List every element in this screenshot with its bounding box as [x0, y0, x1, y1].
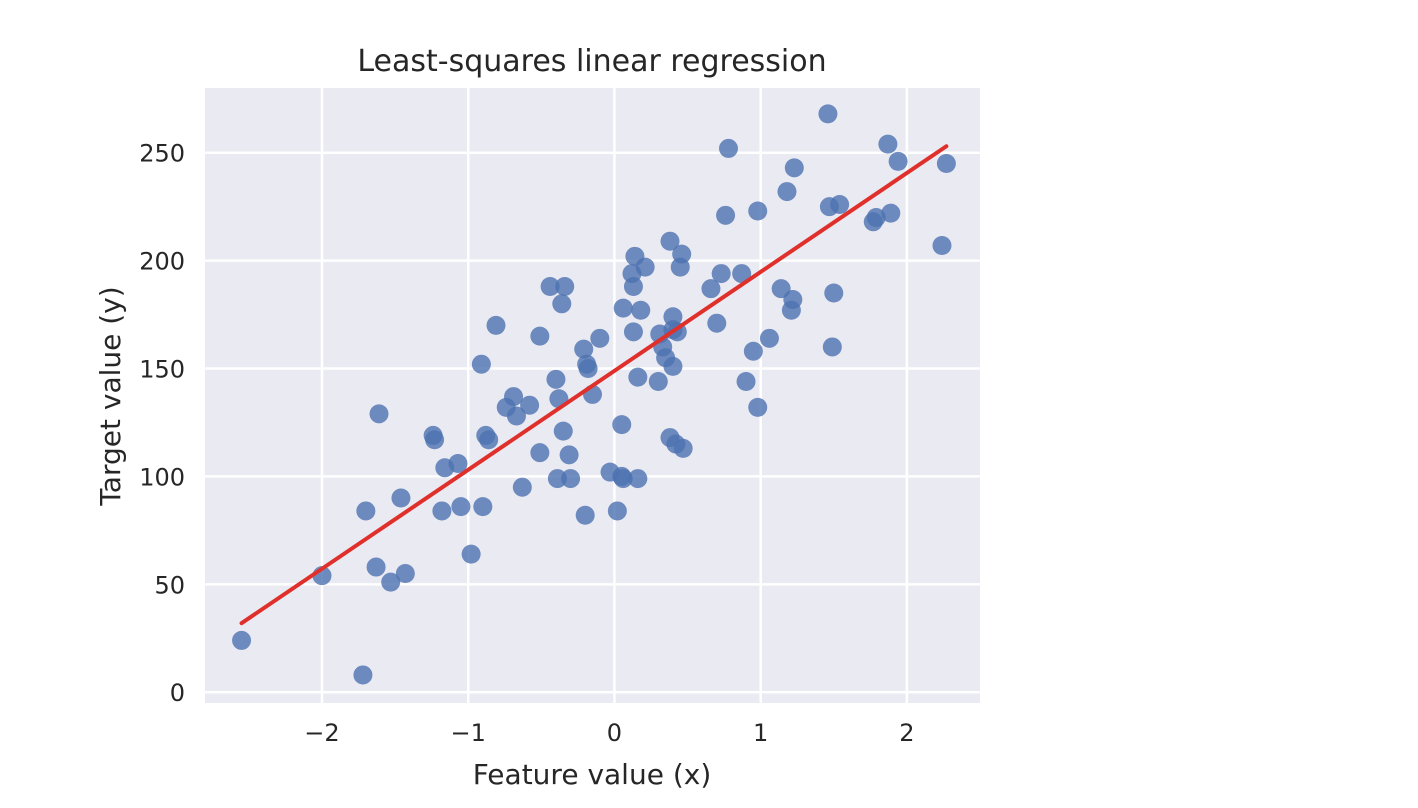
scatter-point	[555, 277, 575, 297]
scatter-point	[547, 469, 567, 489]
scatter-point	[628, 367, 648, 387]
scatter-point	[432, 501, 452, 521]
chart-title: Least-squares linear regression	[357, 44, 826, 79]
scatter-point	[461, 544, 481, 564]
scatter-point	[369, 404, 389, 424]
scatter-point	[628, 469, 648, 489]
x-tick-label: 2	[899, 719, 914, 747]
scatter-point	[932, 236, 952, 256]
y-tick-label: 150	[139, 356, 185, 384]
grid-lines	[205, 88, 980, 703]
scatter-point	[830, 195, 850, 215]
scatter-point	[623, 322, 643, 342]
scatter-point	[471, 354, 491, 374]
scatter-point	[546, 369, 566, 389]
scatter-point	[783, 289, 803, 309]
scatter-point	[748, 397, 768, 417]
scatter-point	[748, 201, 768, 221]
scatter-point	[711, 264, 731, 284]
y-axis-label: Target value (y)	[94, 286, 127, 506]
scatter-point	[707, 313, 727, 333]
scatter-point	[391, 488, 411, 508]
scatter-point	[506, 406, 526, 426]
scatter-point	[673, 438, 693, 458]
x-tick-label: −1	[451, 719, 486, 747]
scatter-point	[631, 300, 651, 320]
scatter-point	[866, 207, 886, 227]
scatter-point	[672, 244, 692, 264]
scatter-point	[479, 430, 499, 450]
scatter-point	[486, 315, 506, 335]
scatter-point	[512, 477, 532, 497]
scatter-point	[607, 501, 627, 521]
scatter-point	[561, 469, 581, 489]
y-tick-label: 50	[154, 571, 185, 599]
scatter-point	[732, 264, 752, 284]
scatter-point	[448, 453, 468, 473]
scatter-point	[366, 557, 386, 577]
scatter-point	[395, 564, 415, 584]
regression-line-group	[239, 144, 949, 626]
scatter-point	[578, 359, 598, 379]
scatter-point	[818, 104, 838, 124]
scatter-points	[232, 104, 956, 685]
scatter-point	[623, 277, 643, 297]
scatter-point	[824, 283, 844, 303]
scatter-point	[530, 443, 550, 463]
y-tick-labels: 0 50 100 150 200 250	[139, 140, 185, 707]
scatter-point	[648, 371, 668, 391]
x-tick-label: 1	[753, 719, 768, 747]
scatter-point	[701, 279, 721, 299]
y-tick-label: 250	[139, 140, 185, 168]
scatter-point	[613, 469, 633, 489]
scatter-point	[613, 298, 633, 318]
scatter-point	[520, 395, 540, 415]
scatter-point	[540, 277, 560, 297]
scatter-point	[473, 497, 493, 517]
scatter-point	[881, 203, 901, 223]
y-tick-label: 100	[139, 463, 185, 491]
scatter-point	[716, 205, 736, 225]
scatter-point	[718, 138, 738, 158]
y-tick-label: 0	[170, 679, 185, 707]
scatter-point	[552, 294, 572, 314]
scatter-point	[612, 415, 632, 435]
scatter-point	[743, 341, 763, 361]
scatter-point	[353, 665, 373, 685]
scatter-point	[635, 257, 655, 277]
scatter-point	[381, 572, 401, 592]
x-tick-label: 0	[607, 719, 622, 747]
scatter-point	[736, 371, 756, 391]
scatter-point	[784, 158, 804, 178]
scatter-point	[822, 337, 842, 357]
scatter-point	[574, 339, 594, 359]
y-tick-label: 200	[139, 248, 185, 276]
x-tick-label: −2	[304, 719, 339, 747]
scatter-point	[663, 356, 683, 376]
scatter-point	[590, 328, 610, 348]
scatter-point	[559, 445, 579, 465]
scatter-point	[530, 326, 550, 346]
x-tick-labels: −2 −1 0 1 2	[304, 719, 914, 747]
scatter-point	[504, 387, 524, 407]
scatter-point	[936, 154, 956, 174]
scatter-point	[878, 134, 898, 154]
scatter-point	[356, 501, 376, 521]
regression-line	[239, 144, 949, 626]
scatter-point	[575, 505, 595, 525]
scatter-point	[888, 151, 908, 171]
scatter-point	[759, 328, 779, 348]
scatter-point	[451, 497, 471, 517]
scatter-point	[553, 421, 573, 441]
scatter-point	[425, 430, 445, 450]
scatter-point	[232, 630, 252, 650]
x-axis-label: Feature value (x)	[473, 758, 712, 791]
scatter-point	[777, 182, 797, 202]
scatter-point	[660, 231, 680, 251]
